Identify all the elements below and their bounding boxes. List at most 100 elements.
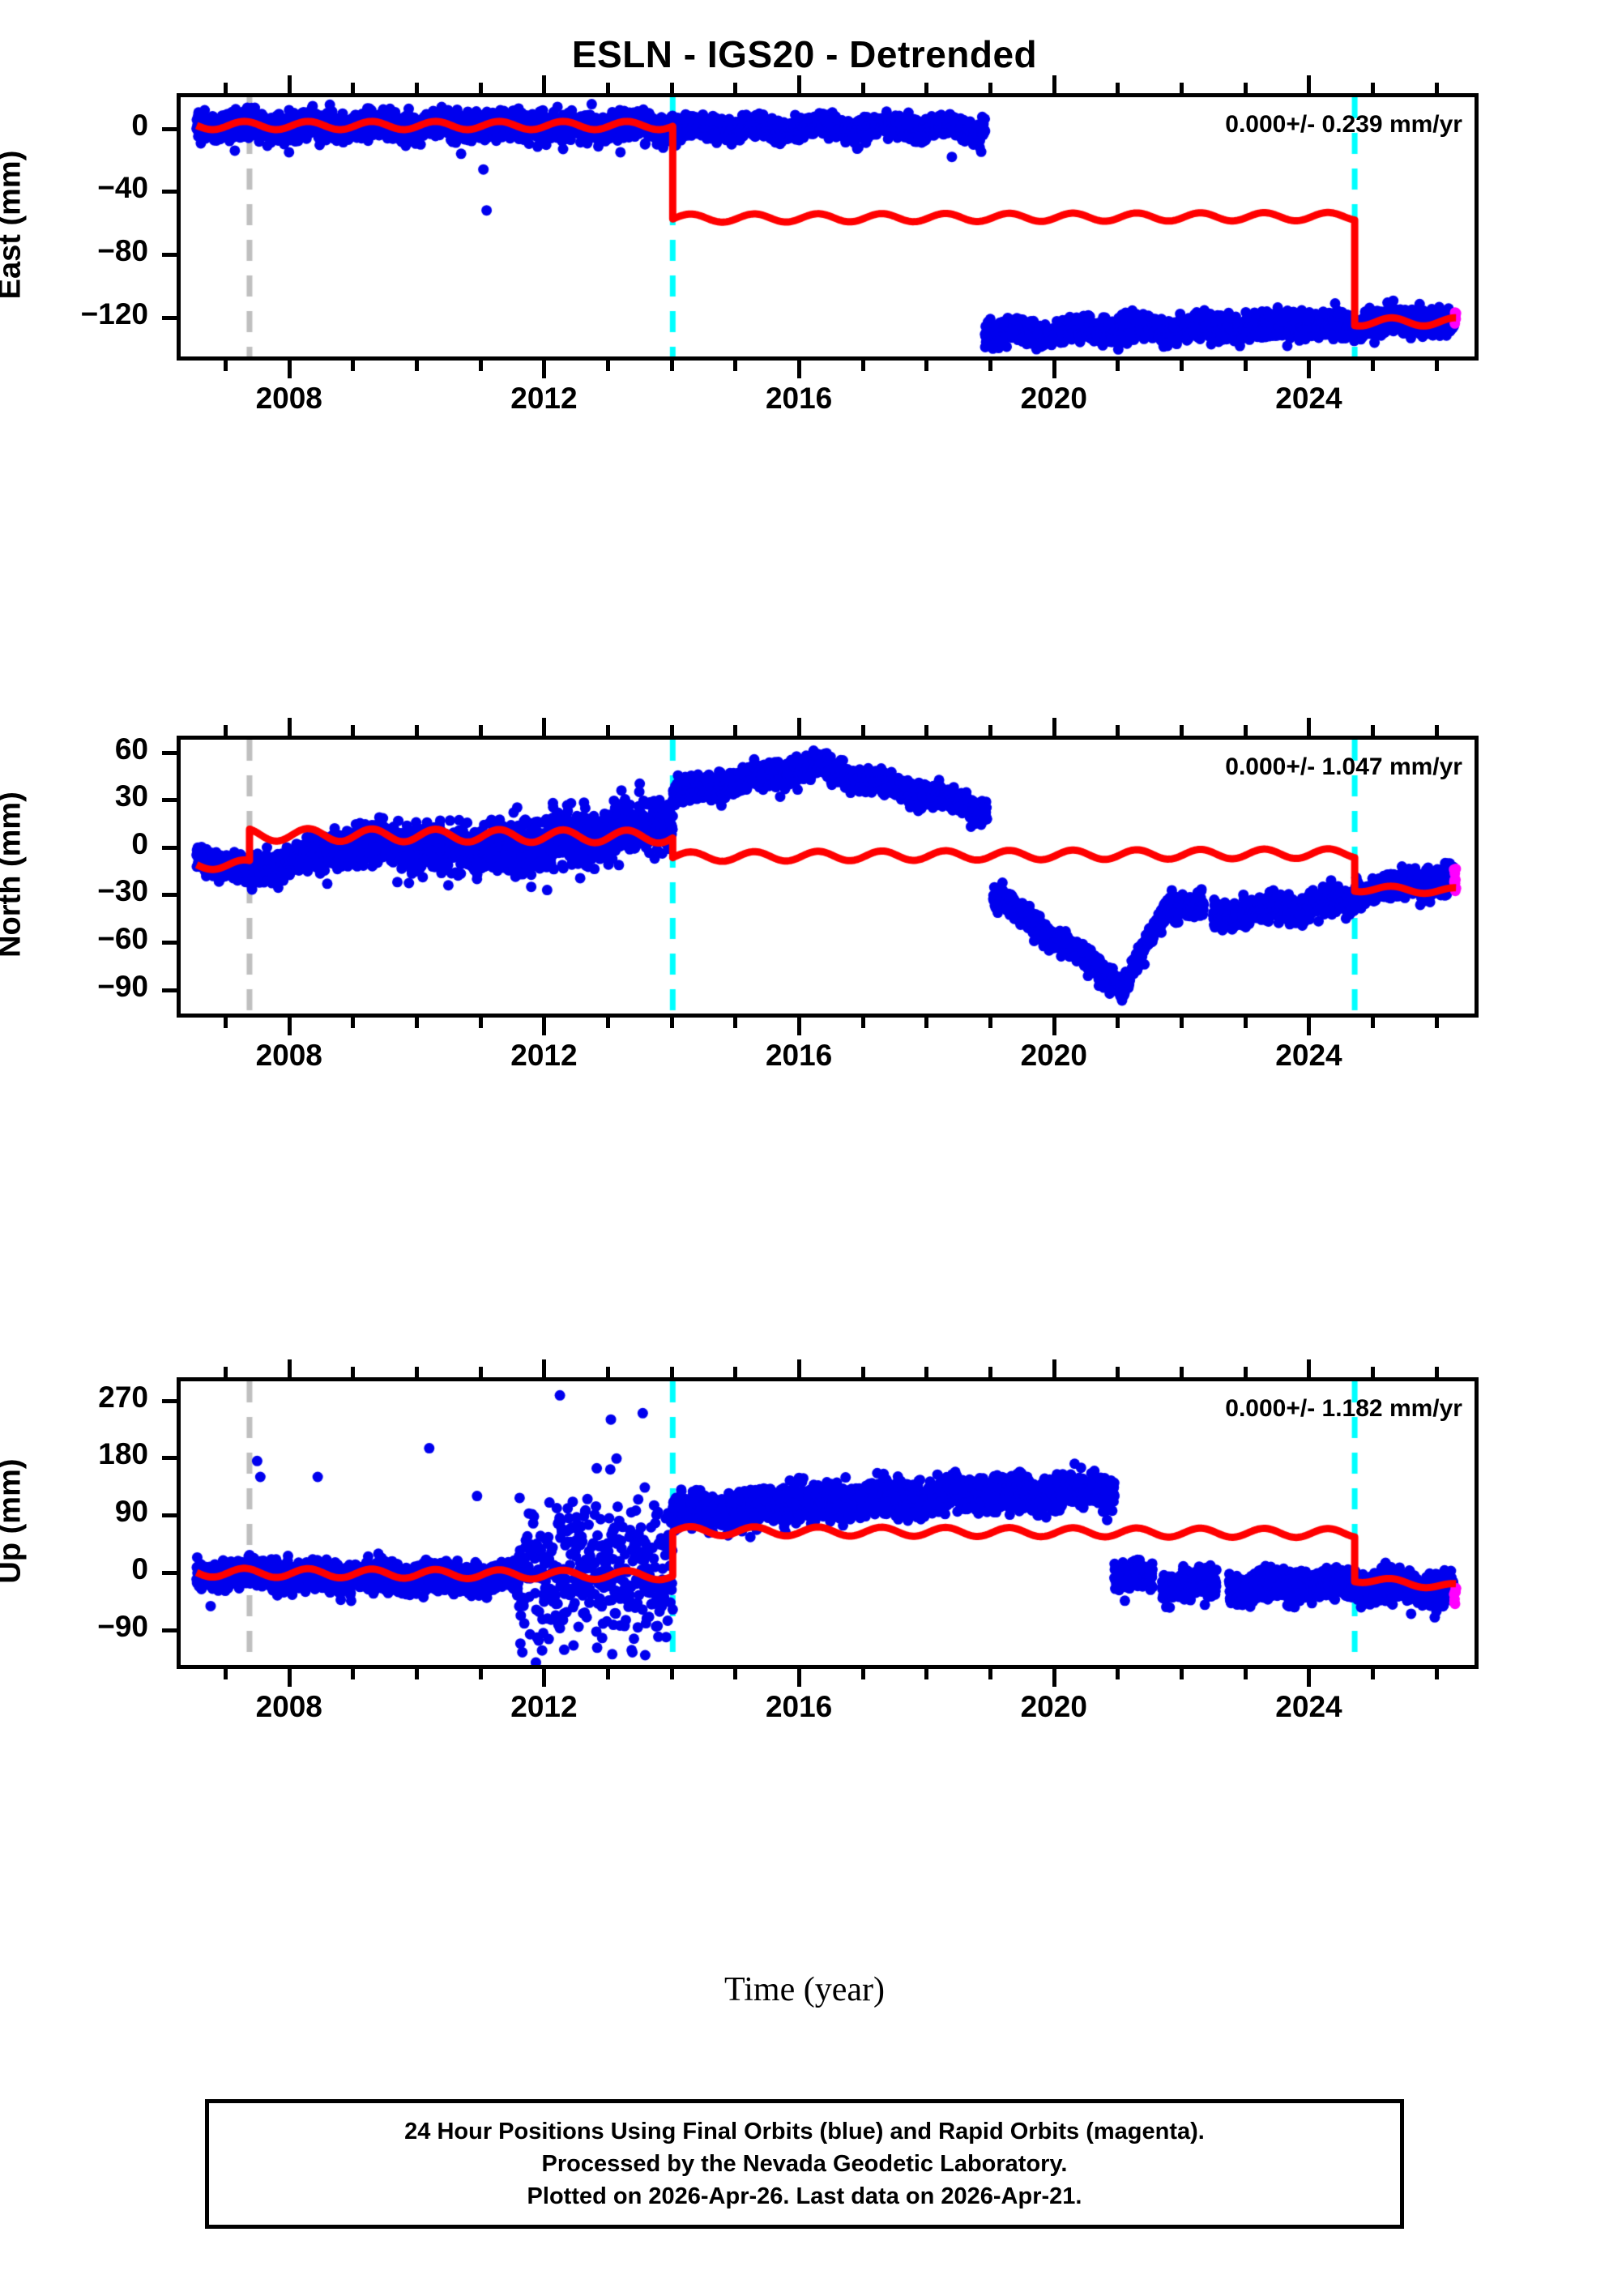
y-tick-mark — [162, 893, 177, 898]
x-top-tick-minor — [988, 725, 993, 736]
x-top-tick-minor — [224, 725, 228, 736]
y-tick-mark — [162, 988, 177, 992]
x-top-tick-minor — [478, 725, 483, 736]
rate-annotation-up: 0.000+/- 1.182 mm/yr — [1225, 1395, 1462, 1422]
x-tick-mark-minor — [669, 1669, 674, 1679]
y-axis-label-up: Up (mm) — [0, 1458, 28, 1584]
x-tick-mark-major — [542, 361, 547, 378]
x-tick-mark-major — [287, 1669, 292, 1687]
x-tick-mark-minor — [351, 1669, 356, 1679]
x-top-tick-minor — [988, 83, 993, 93]
x-tick-label: 2020 — [1020, 1039, 1087, 1072]
y-tick-mark — [162, 1628, 177, 1632]
x-tick-mark-minor — [1180, 1018, 1184, 1028]
y-tick-label: 270 — [98, 1380, 148, 1414]
x-top-tick-minor — [860, 725, 865, 736]
x-top-tick-minor — [1180, 1367, 1184, 1377]
plot-area-north — [177, 736, 1479, 1018]
x-tick-label: 2012 — [510, 1690, 578, 1723]
x-top-tick-minor — [733, 725, 738, 736]
x-top-tick-minor — [1371, 83, 1376, 93]
x-tick-mark-minor — [1371, 361, 1376, 371]
y-tick-mark — [162, 315, 177, 320]
rate-annotation-north: 0.000+/- 1.047 mm/yr — [1225, 753, 1462, 780]
x-top-tick-minor — [351, 725, 356, 736]
x-tick-mark-minor — [606, 361, 611, 371]
x-top-tick-major — [542, 1359, 547, 1377]
x-top-tick-minor — [351, 1367, 356, 1377]
y-tick-label: −30 — [97, 874, 148, 908]
x-tick-mark-minor — [1243, 1018, 1248, 1028]
x-tick-mark-minor — [1434, 1018, 1439, 1028]
x-top-tick-major — [797, 75, 802, 93]
x-tick-label: 2024 — [1275, 1039, 1342, 1072]
page-title: ESLN - IGS20 - Detrended — [571, 33, 1038, 75]
x-tick-mark-minor — [733, 361, 738, 371]
caption-line-3: Plotted on 2026-Apr-26. Last data on 202… — [527, 2183, 1082, 2209]
x-top-tick-major — [1052, 1359, 1056, 1377]
x-tick-mark-major — [287, 361, 292, 378]
x-top-tick-minor — [669, 83, 674, 93]
x-top-tick-minor — [924, 725, 929, 736]
y-axis-label-east: East (mm) — [0, 150, 28, 300]
x-tick-mark-minor — [1434, 1669, 1439, 1679]
x-top-tick-minor — [669, 725, 674, 736]
x-top-tick-major — [1052, 718, 1056, 736]
x-top-tick-minor — [860, 83, 865, 93]
x-tick-mark-minor — [860, 361, 865, 371]
y-tick-label: −40 — [97, 171, 148, 205]
y-tick-label: −90 — [97, 1609, 148, 1643]
x-top-tick-major — [542, 718, 547, 736]
x-top-tick-minor — [669, 1367, 674, 1377]
x-top-tick-minor — [224, 1367, 228, 1377]
data-canvas-up — [181, 1381, 1475, 1665]
x-tick-mark-minor — [733, 1669, 738, 1679]
x-top-tick-major — [1307, 1359, 1312, 1377]
x-top-tick-minor — [351, 83, 356, 93]
x-top-tick-major — [1052, 75, 1056, 93]
x-top-tick-minor — [924, 83, 929, 93]
x-top-tick-minor — [1116, 83, 1120, 93]
x-tick-mark-major — [1052, 361, 1056, 378]
x-tick-mark-minor — [1116, 1669, 1120, 1679]
x-top-tick-minor — [1243, 725, 1248, 736]
x-tick-label: 2016 — [765, 382, 833, 415]
x-tick-mark-minor — [860, 1018, 865, 1028]
x-tick-mark-minor — [478, 1018, 483, 1028]
x-tick-mark-minor — [224, 1669, 228, 1679]
rate-annotation-east: 0.000+/- 0.239 mm/yr — [1225, 111, 1462, 138]
x-tick-mark-minor — [1434, 361, 1439, 371]
x-top-tick-major — [1307, 75, 1312, 93]
x-tick-mark-minor — [478, 361, 483, 371]
y-tick-mark — [162, 190, 177, 194]
x-top-tick-major — [287, 1359, 292, 1377]
x-top-tick-minor — [224, 83, 228, 93]
x-tick-mark-minor — [224, 1018, 228, 1028]
y-tick-mark — [162, 845, 177, 850]
x-top-tick-minor — [1180, 83, 1184, 93]
x-top-tick-major — [287, 718, 292, 736]
x-tick-mark-minor — [860, 1669, 865, 1679]
x-tick-mark-minor — [415, 1669, 420, 1679]
x-tick-mark-major — [1052, 1669, 1056, 1687]
x-tick-mark-major — [1052, 1018, 1056, 1035]
x-top-tick-minor — [988, 1367, 993, 1377]
x-tick-mark-minor — [478, 1669, 483, 1679]
x-tick-mark-minor — [988, 361, 993, 371]
x-tick-mark-minor — [1371, 1669, 1376, 1679]
x-top-tick-minor — [733, 83, 738, 93]
x-tick-mark-minor — [1116, 361, 1120, 371]
x-tick-label: 2020 — [1020, 1690, 1087, 1723]
y-tick-label: −90 — [97, 969, 148, 1003]
x-top-tick-minor — [1243, 1367, 1248, 1377]
x-tick-label: 2008 — [255, 1690, 322, 1723]
x-top-tick-minor — [415, 1367, 420, 1377]
x-top-tick-minor — [606, 725, 611, 736]
x-tick-mark-minor — [606, 1018, 611, 1028]
x-tick-mark-minor — [606, 1669, 611, 1679]
x-tick-mark-minor — [1116, 1018, 1120, 1028]
x-tick-mark-major — [1307, 1669, 1312, 1687]
caption-line-2: Processed by the Nevada Geodetic Laborat… — [541, 2150, 1068, 2177]
x-tick-mark-minor — [669, 361, 674, 371]
y-tick-label: −120 — [80, 297, 148, 331]
